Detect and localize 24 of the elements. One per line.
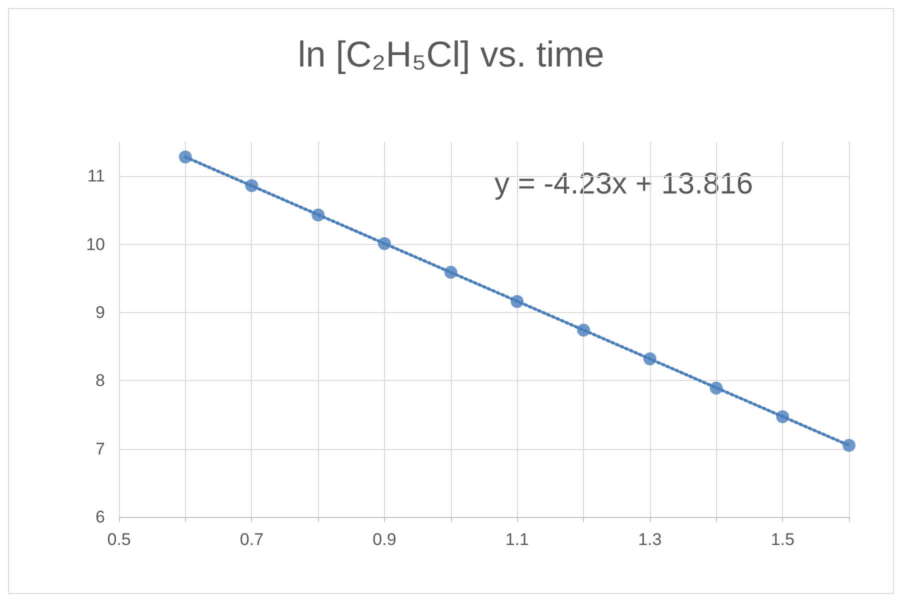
- x-tick-label: 0.5: [107, 530, 131, 549]
- point: [510, 295, 524, 308]
- point: [577, 324, 590, 337]
- x-tick-label: 0.7: [240, 530, 264, 549]
- y-tick-label: 9: [96, 302, 105, 322]
- point: [643, 352, 656, 366]
- x-tick-label: 1.5: [770, 530, 794, 549]
- chart-title: ln [C₂H₅Cl] vs. time: [298, 34, 604, 74]
- point: [245, 179, 258, 192]
- point: [776, 410, 790, 424]
- point: [312, 208, 325, 222]
- x-tick-label: 1.3: [638, 530, 662, 549]
- point: [378, 237, 391, 250]
- y-tick-label: 11: [87, 166, 105, 186]
- point: [710, 382, 723, 395]
- y-tick-label: 10: [86, 234, 105, 254]
- point: [178, 150, 192, 164]
- point: [842, 438, 856, 452]
- x-tick-label: 1.1: [505, 530, 529, 549]
- y-tick-label: 7: [96, 439, 105, 458]
- x-tick-label: 0.9: [372, 530, 396, 549]
- y-tick-label: 8: [96, 371, 105, 390]
- point: [444, 266, 458, 279]
- y-tick-label: 6: [96, 508, 105, 526]
